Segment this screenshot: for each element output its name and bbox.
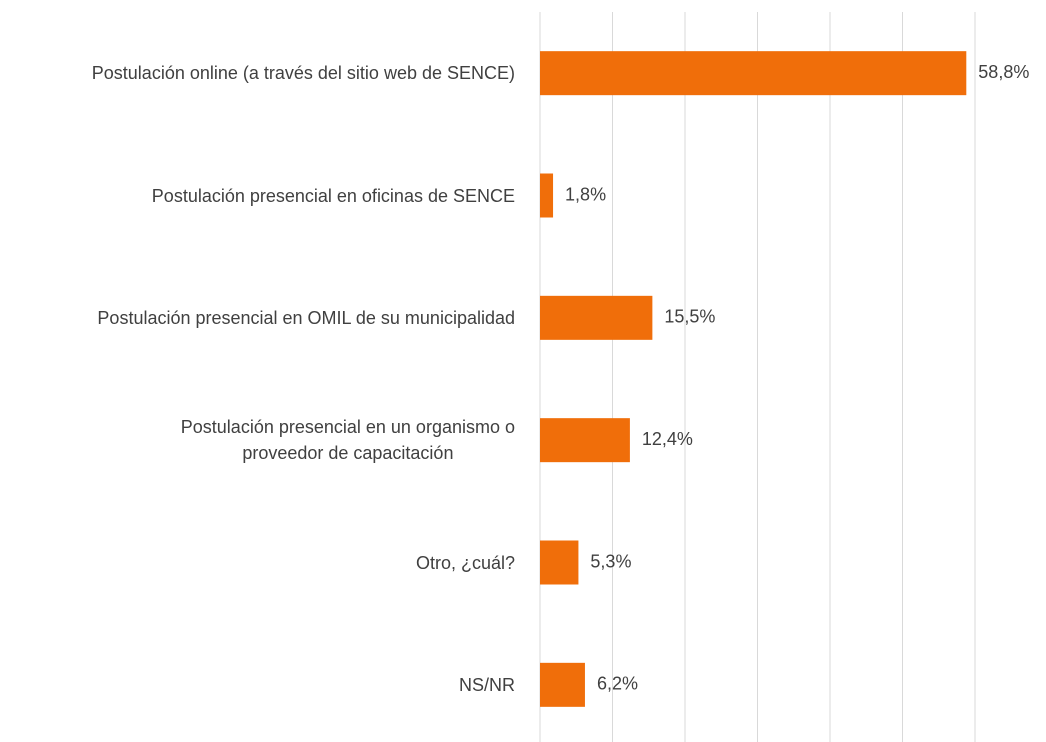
value-label: 58,8% [978,62,1029,82]
category-label: NS/NR [458,674,515,695]
value-label: 15,5% [664,307,715,327]
bar [540,295,653,340]
value-label: 12,4% [642,429,693,449]
value-label: 1,8% [565,184,606,204]
bar [540,418,630,463]
value-label: 5,3% [590,551,631,571]
category-label: Postulación presencial en oficinas de SE… [151,185,515,206]
category-label: Otro, ¿cuál? [415,552,515,573]
category-label: Postulación presencial en OMIL de su mun… [97,307,515,328]
value-label: 6,2% [597,674,638,694]
bar [540,662,585,707]
category-label: Postulación online (a través del sitio w… [91,63,515,84]
bar [540,540,579,585]
category-label: Postulación presencial en un organismo o… [180,417,515,464]
bar [540,51,967,96]
bar [540,173,554,218]
